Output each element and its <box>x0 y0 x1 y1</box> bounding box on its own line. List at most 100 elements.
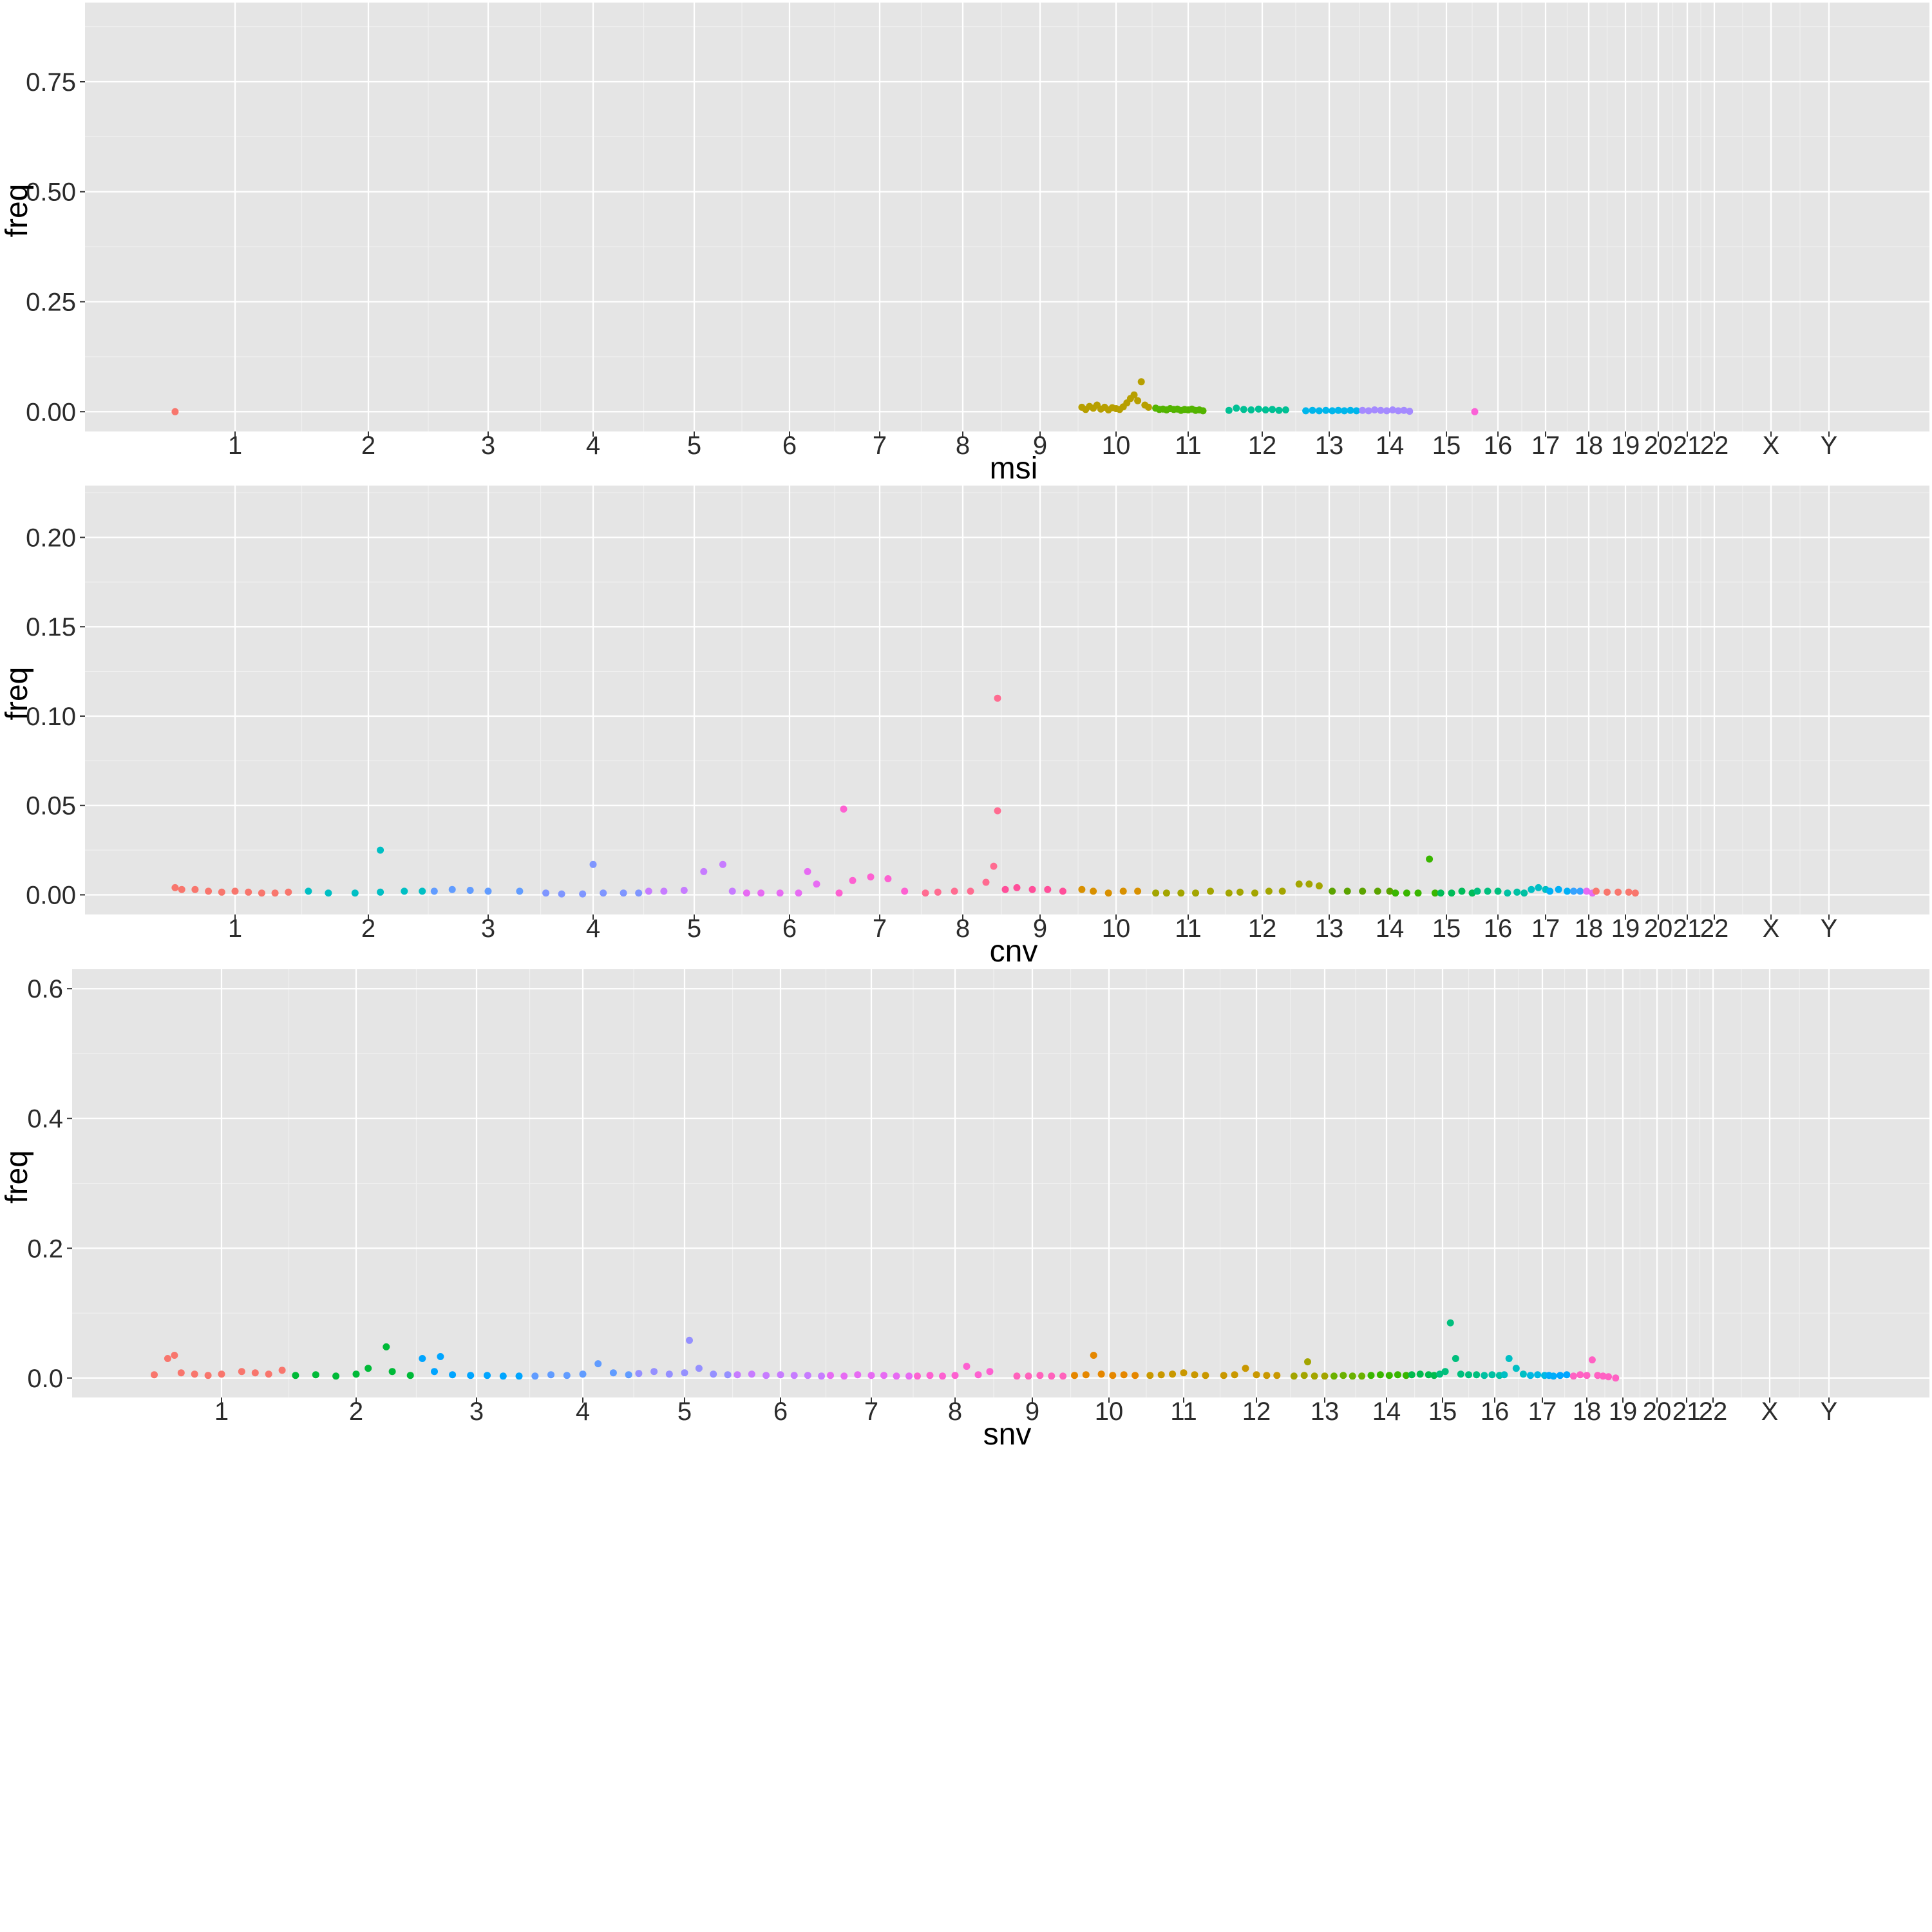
x-tick-label: 9 <box>1033 431 1047 460</box>
data-point <box>748 1370 755 1378</box>
x-tick-label: 10 <box>1102 914 1131 943</box>
data-point <box>994 694 1001 702</box>
x-tick-label: 14 <box>1372 1397 1401 1426</box>
x-tick-label: 2 <box>361 914 375 943</box>
x-tick-label: 8 <box>956 431 970 460</box>
series-chr-6 <box>734 1370 825 1380</box>
data-point <box>258 889 265 897</box>
data-point <box>1535 884 1542 891</box>
data-point <box>967 887 974 895</box>
data-point <box>1120 1371 1128 1379</box>
data-point <box>1146 1372 1154 1379</box>
y-axis-title: freq <box>0 667 34 721</box>
series-chr-18 <box>1481 1371 1503 1379</box>
series-chr-11 <box>1146 1369 1209 1379</box>
x-tick-label: 19 <box>1609 1397 1638 1426</box>
data-point <box>1386 887 1394 895</box>
data-point <box>1588 1356 1596 1364</box>
data-point <box>804 1372 811 1379</box>
data-point <box>974 1371 982 1379</box>
series-chr-15 <box>1392 855 1439 897</box>
data-point <box>1358 1372 1366 1380</box>
series-chr-9 <box>1013 1372 1067 1380</box>
data-point <box>1604 888 1611 896</box>
series-chr-12 <box>1225 404 1289 414</box>
data-point <box>645 887 652 895</box>
x-tick-label: 12 <box>1242 1397 1271 1426</box>
data-point <box>1520 889 1528 897</box>
data-point <box>1569 1372 1577 1380</box>
data-point <box>867 1372 875 1379</box>
x-tick-label: 21 <box>1673 914 1702 943</box>
data-point <box>1028 886 1036 893</box>
data-point <box>1416 1370 1424 1378</box>
y-axis-title: freq <box>0 1150 34 1204</box>
data-point <box>840 1372 848 1380</box>
data-point <box>231 887 239 895</box>
data-point <box>1437 889 1444 897</box>
x-tick-label: 11 <box>1175 431 1202 460</box>
series-chr-17 <box>1473 887 1502 895</box>
series-chr-22 <box>1557 1371 1571 1379</box>
data-point <box>1202 1372 1209 1379</box>
data-point <box>951 1372 959 1379</box>
data-point <box>437 1353 444 1360</box>
data-point <box>1403 889 1410 897</box>
data-point <box>1564 887 1571 895</box>
x-tick-label: 20 <box>1643 1397 1672 1426</box>
x-tick-label: 22 <box>1700 431 1729 460</box>
data-point <box>777 1371 784 1379</box>
series-chr-9 <box>1001 884 1066 895</box>
series-chr-19 <box>1501 1355 1527 1379</box>
x-tick-label: 15 <box>1428 1397 1457 1426</box>
y-tick-label: 0.15 <box>26 613 76 641</box>
data-point <box>1406 408 1414 415</box>
series-chr-15 <box>1367 1371 1410 1379</box>
data-point <box>1278 887 1286 895</box>
data-point <box>994 807 1001 815</box>
series-chr-18 <box>1504 888 1528 897</box>
data-point <box>901 887 909 895</box>
data-point <box>164 1355 171 1362</box>
data-point <box>1402 1372 1410 1379</box>
data-point <box>171 1352 178 1359</box>
data-point <box>484 1372 491 1379</box>
data-point <box>1577 1371 1584 1379</box>
series-chr-17 <box>1436 1319 1481 1379</box>
data-point <box>1071 1372 1078 1379</box>
data-point <box>854 1371 862 1379</box>
y-tick-label: 0.75 <box>26 68 76 97</box>
data-point <box>1036 1372 1044 1379</box>
data-point <box>1262 406 1269 413</box>
x-tick-label: 19 <box>1611 914 1640 943</box>
data-point <box>1309 406 1316 414</box>
data-point <box>934 888 942 896</box>
data-point <box>278 1367 286 1374</box>
data-point <box>1481 1372 1488 1379</box>
data-point <box>467 1372 475 1379</box>
data-point <box>695 1365 703 1372</box>
x-tick-label: 18 <box>1575 431 1604 460</box>
data-point <box>914 1372 921 1380</box>
series-chr-21 <box>1545 1372 1557 1380</box>
x-tick-label: 18 <box>1575 914 1604 943</box>
data-point <box>558 890 565 898</box>
x-tick-label: 16 <box>1484 914 1513 943</box>
data-point <box>686 1336 693 1344</box>
data-point <box>1408 1371 1416 1379</box>
y-tick-label: 0.10 <box>26 703 76 731</box>
x-tick-label: 7 <box>864 1397 878 1426</box>
data-point <box>1376 1371 1384 1379</box>
data-point <box>1592 887 1600 895</box>
data-point <box>926 1372 934 1379</box>
data-point <box>579 1370 587 1378</box>
x-tick-label: 14 <box>1376 431 1405 460</box>
x-tick-label: 21 <box>1673 431 1702 460</box>
x-tick-label: 11 <box>1170 1397 1197 1426</box>
data-point <box>419 887 426 895</box>
x-tick-label: 13 <box>1311 1397 1340 1426</box>
data-point <box>849 876 857 884</box>
data-point <box>365 1365 372 1372</box>
data-point <box>1157 1371 1165 1379</box>
data-point <box>218 888 225 896</box>
